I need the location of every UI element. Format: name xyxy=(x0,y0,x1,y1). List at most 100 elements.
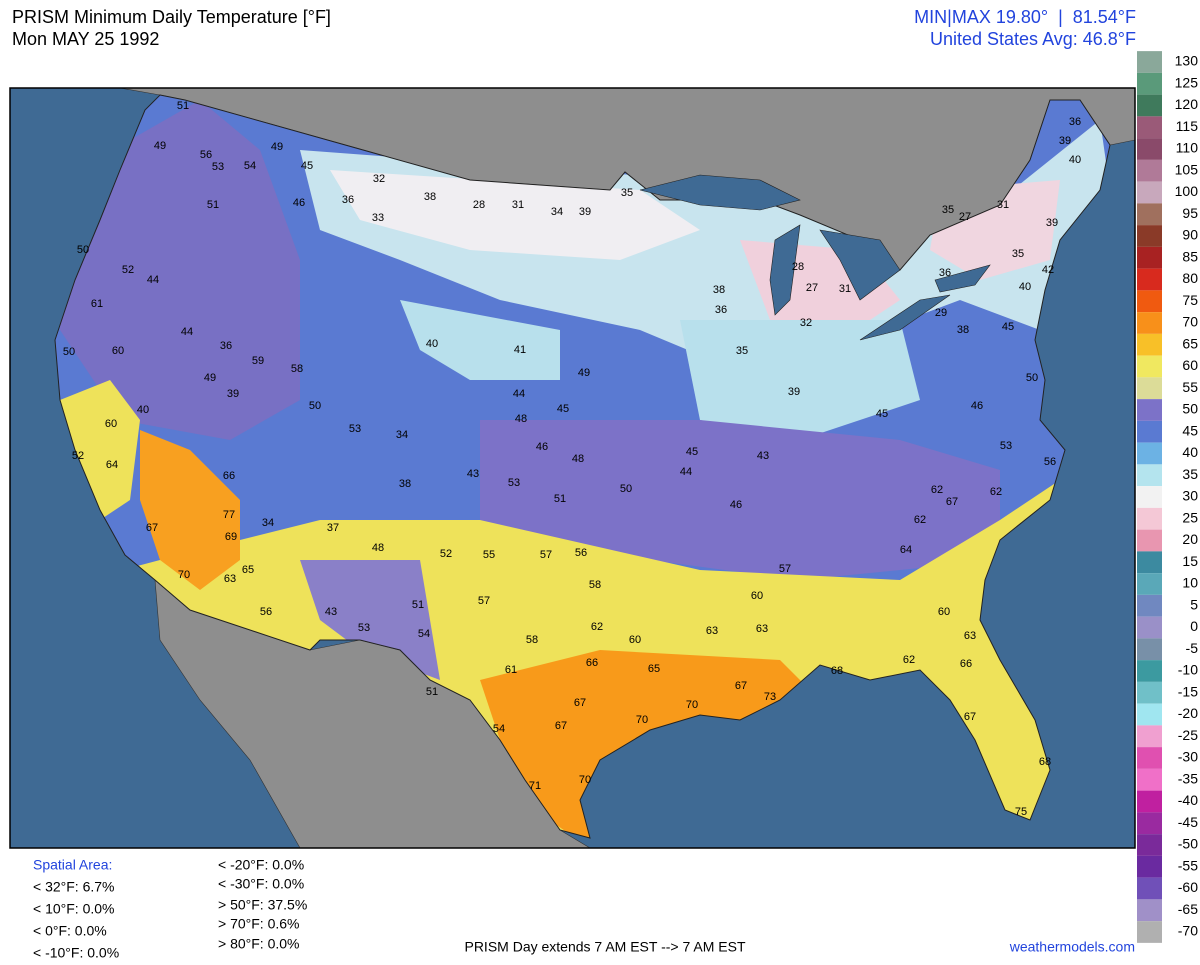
lake-michigan xyxy=(769,224,801,316)
colorbar-swatch xyxy=(1137,834,1162,856)
colorbar-swatch xyxy=(1137,855,1162,878)
stat-line: < 10°F: 0.0% xyxy=(33,901,114,917)
station-value: 39 xyxy=(1046,217,1058,229)
colorbar-swatch xyxy=(1137,616,1162,639)
station-value: 52 xyxy=(440,548,452,560)
station-value: 46 xyxy=(293,197,305,209)
colorbar-swatch xyxy=(1137,921,1162,943)
station-value: 39 xyxy=(579,206,591,218)
spatial-label: Spatial Area: xyxy=(33,857,112,873)
station-value: 60 xyxy=(629,634,641,646)
colorbar-label: -15 xyxy=(1178,683,1198,699)
station-value: 35 xyxy=(621,187,633,199)
colorbar-label: 95 xyxy=(1182,205,1198,221)
station-value: 63 xyxy=(706,625,718,637)
colorbar-swatch xyxy=(1137,899,1162,922)
colorbar-swatch xyxy=(1137,138,1162,160)
min-max: MIN|MAX 19.80° | 81.54°F xyxy=(914,7,1136,27)
colorbar-swatch xyxy=(1137,812,1162,835)
colorbar-swatch xyxy=(1137,529,1162,552)
station-value: 32 xyxy=(800,317,812,329)
colorbar-swatch xyxy=(1137,877,1162,900)
stat-line: > 50°F: 37.5% xyxy=(218,897,307,913)
station-value: 50 xyxy=(77,244,89,256)
station-value: 34 xyxy=(396,429,408,441)
colorbar-swatch xyxy=(1137,790,1162,813)
lake-ontario xyxy=(934,264,991,293)
station-value: 61 xyxy=(91,298,103,310)
station-value: 45 xyxy=(557,403,569,415)
colorbar-label: 70 xyxy=(1182,314,1198,330)
station-value: 70 xyxy=(686,699,698,711)
colorbar-label: 75 xyxy=(1182,292,1198,308)
colorbar-swatch xyxy=(1137,486,1162,508)
station-value: 67 xyxy=(735,680,747,692)
station-value: 71 xyxy=(529,780,541,792)
station-value: 73 xyxy=(764,691,776,703)
station-value: 53 xyxy=(508,477,520,489)
colorbar-swatch xyxy=(1137,594,1162,617)
station-value: 53 xyxy=(212,161,224,173)
colorbar-swatch xyxy=(1137,507,1162,530)
station-value: 63 xyxy=(964,630,976,642)
station-value: 28 xyxy=(792,261,804,273)
stat-line: < -10°F: 0.0% xyxy=(33,945,119,960)
station-value: 56 xyxy=(200,149,212,161)
colorbar-label: 0 xyxy=(1190,618,1198,634)
station-value: 33 xyxy=(372,212,384,224)
station-value: 54 xyxy=(244,160,256,172)
colorbar-label: -5 xyxy=(1186,640,1199,656)
station-value: 62 xyxy=(903,654,915,666)
station-value: 53 xyxy=(349,423,361,435)
station-value: 50 xyxy=(620,483,632,495)
station-value: 56 xyxy=(1044,456,1056,468)
station-value: 39 xyxy=(788,386,800,398)
colorbar-swatch xyxy=(1137,442,1162,465)
stat-line: < 32°F: 6.7% xyxy=(33,879,114,895)
station-value: 67 xyxy=(964,711,976,723)
station-value: 57 xyxy=(478,595,490,607)
colorbar-label: -50 xyxy=(1178,836,1198,852)
colorbar-swatch xyxy=(1137,464,1162,487)
colorbar-label: -65 xyxy=(1178,901,1198,917)
station-value: 39 xyxy=(1059,135,1071,147)
station-value: 48 xyxy=(572,453,584,465)
station-value: 43 xyxy=(325,606,337,618)
station-value: 39 xyxy=(227,388,239,400)
station-value: 48 xyxy=(515,413,527,425)
stat-line: < 0°F: 0.0% xyxy=(33,923,107,939)
colorbar-swatch xyxy=(1137,181,1162,204)
station-value: 50 xyxy=(309,400,321,412)
average: United States Avg: 46.8°F xyxy=(930,29,1136,49)
station-value: 27 xyxy=(806,282,818,294)
station-value: 60 xyxy=(751,590,763,602)
station-value: 61 xyxy=(505,664,517,676)
station-value: 62 xyxy=(990,486,1002,498)
station-value: 57 xyxy=(779,563,791,575)
colorbar-swatch xyxy=(1137,355,1162,378)
colorbar-label: 20 xyxy=(1182,531,1198,547)
stat-line: < -30°F: 0.0% xyxy=(218,876,304,892)
station-value: 36 xyxy=(715,304,727,316)
station-value: 67 xyxy=(146,522,158,534)
station-value: 67 xyxy=(574,697,586,709)
colorbar-swatch xyxy=(1137,681,1162,704)
station-value: 51 xyxy=(412,599,424,611)
date: Mon MAY 25 1992 xyxy=(12,29,159,49)
station-value: 41 xyxy=(514,344,526,356)
colorbar-swatch xyxy=(1137,725,1162,748)
station-value: 51 xyxy=(177,100,189,112)
station-value: 40 xyxy=(1019,281,1031,293)
station-value: 64 xyxy=(900,544,912,556)
map-frame xyxy=(9,87,1136,849)
colorbar-label: 25 xyxy=(1182,509,1198,525)
colorbar-label: 5 xyxy=(1190,596,1198,612)
station-value: 66 xyxy=(223,470,235,482)
station-value: 34 xyxy=(262,517,274,529)
colorbar-swatch xyxy=(1137,638,1162,661)
colorbar-swatch xyxy=(1137,573,1162,595)
